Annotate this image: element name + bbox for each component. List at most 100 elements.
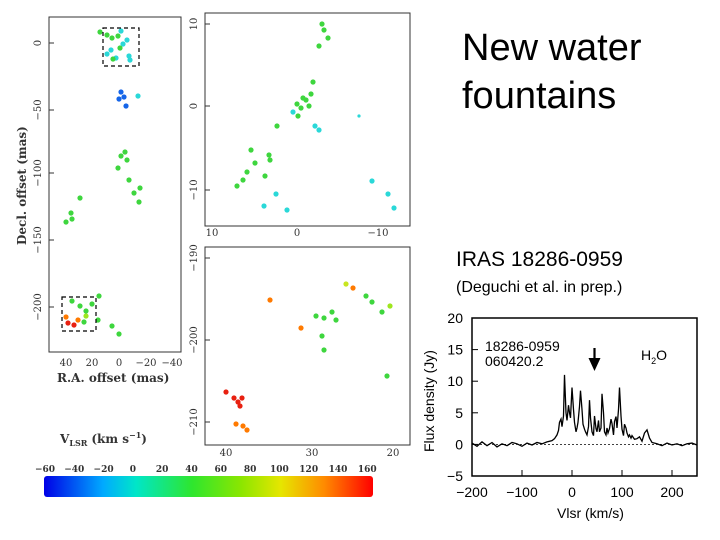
- maser-spot: [126, 53, 132, 59]
- spectrum-y-tick-label: 15: [447, 342, 463, 358]
- maser-spot: [115, 165, 121, 171]
- maser-spot: [384, 373, 390, 379]
- maser-spot: [298, 105, 304, 111]
- maser-spot: [313, 313, 319, 319]
- spectrum-y-tick-label: 10: [447, 373, 463, 389]
- panel-c-xticks: 40 30 20: [220, 448, 400, 459]
- panel-a-xlabel: R.A. offset (mas): [57, 371, 169, 385]
- slide-title-line1: New water: [462, 27, 642, 69]
- y-tick-label: −10: [189, 179, 200, 200]
- source-citation: (Deguchi et al. in prep.): [456, 279, 622, 296]
- panel-b-xticks: 10 0 −10: [206, 228, 389, 239]
- maser-spot: [261, 203, 267, 209]
- spectrum-y-tick-label: −5: [447, 468, 463, 484]
- maser-spot: [391, 205, 397, 211]
- panel-a-ylabel: Decl. offset (mas): [15, 126, 29, 245]
- colorbar-gradient: [44, 476, 373, 497]
- maser-spot: [69, 298, 75, 304]
- colorbar-tick-label: 100: [270, 465, 289, 475]
- maser-spot: [379, 309, 385, 315]
- maser-spot: [266, 152, 272, 158]
- maser-spot: [308, 91, 314, 97]
- maser-spot: [117, 45, 123, 51]
- spectrum-species-label: H2O: [641, 347, 667, 366]
- maser-spot: [231, 395, 237, 401]
- maser-spot: [350, 285, 356, 291]
- maser-spot: [126, 177, 132, 183]
- panel-c-frame: [204, 246, 411, 446]
- maser-spot: [248, 147, 254, 153]
- panel-c-points: [223, 281, 393, 433]
- panel-a-map: Decl. offset (mas) R.A. offset (mas) 0 −5…: [15, 16, 183, 385]
- maser-spot: [295, 113, 301, 119]
- down-arrow-icon: [588, 348, 601, 371]
- maser-spot: [237, 403, 243, 409]
- colorbar-tick-label: 20: [156, 465, 169, 475]
- maser-spot: [385, 191, 391, 197]
- maser-spot: [69, 216, 75, 222]
- maser-spot: [316, 43, 322, 49]
- maser-spot: [303, 97, 309, 103]
- spectrum-date-label: 060420.2: [485, 353, 544, 369]
- maser-spot: [68, 210, 74, 216]
- panel-b-map: 10 0 −10 10 0 −10: [189, 12, 411, 239]
- x-tick-label: −40: [161, 358, 182, 369]
- maser-spot: [333, 317, 339, 323]
- maser-spot: [118, 28, 124, 34]
- maser-spot: [369, 178, 375, 184]
- y-tick-label: −200: [33, 293, 44, 320]
- panel-b-points: [234, 21, 397, 213]
- spectrum-x-tick-label: 0: [568, 484, 576, 500]
- y-tick-label: −100: [33, 159, 44, 186]
- spectrum-y-tick-label: 0: [455, 436, 463, 452]
- maser-spot: [319, 21, 325, 27]
- spectrum-series-line: [471, 374, 698, 448]
- maser-spot: [316, 127, 322, 133]
- colorbar-tick-label: 0: [130, 465, 136, 475]
- maser-spot: [369, 299, 375, 305]
- maser-spot: [118, 89, 124, 95]
- maser-spot: [77, 303, 83, 309]
- spectrum-chart: Flux density (Jy) Vlsr (km/s) 18286-0959…: [421, 310, 698, 521]
- maser-spot: [63, 219, 69, 225]
- maser-spot: [104, 32, 110, 38]
- spectrum-xticks: −200 −100 0 100 200: [456, 470, 684, 500]
- slide-title-line2: fountains: [462, 75, 616, 117]
- maser-spot: [262, 173, 268, 179]
- y-tick-label: −210: [189, 408, 200, 435]
- maser-spot: [274, 123, 280, 129]
- maser-spot: [223, 389, 229, 395]
- maser-spot: [240, 423, 246, 429]
- y-tick-label: −50: [33, 99, 44, 120]
- maser-spot: [321, 315, 327, 321]
- colorbar-tick-label: 80: [244, 465, 257, 475]
- maser-spot: [290, 109, 296, 115]
- maser-spot: [116, 331, 122, 337]
- spectrum-yticks: −5 0 5 10 15 20: [447, 310, 478, 484]
- maser-spot: [244, 169, 250, 175]
- maser-spot: [96, 293, 102, 299]
- x-tick-label: 30: [306, 448, 319, 459]
- maser-spot: [83, 308, 89, 314]
- velocity-colorbar: VLSR (km s−1) −60 −40 −20 0 20 40 60 80 100 120 140…: [35, 430, 377, 497]
- x-tick-label: 40: [60, 358, 73, 369]
- arrow-head: [588, 358, 601, 371]
- maser-spot: [65, 320, 71, 326]
- maser-spot: [137, 185, 143, 191]
- y-tick-label: 10: [189, 18, 200, 31]
- x-tick-label: −10: [367, 228, 388, 239]
- maser-spot: [75, 317, 81, 323]
- maser-spot: [122, 149, 128, 155]
- maser-spot: [387, 303, 393, 309]
- maser-spot: [329, 309, 335, 315]
- maser-spot: [109, 35, 115, 41]
- maser-spot: [267, 157, 273, 163]
- maser-spot: [244, 427, 250, 433]
- y-tick-label: 0: [189, 103, 200, 109]
- maser-spot: [109, 323, 115, 329]
- zoom-box-north: [102, 27, 140, 67]
- maser-spot: [306, 103, 312, 109]
- panel-b-frame: [204, 12, 411, 227]
- maser-spot: [284, 207, 290, 213]
